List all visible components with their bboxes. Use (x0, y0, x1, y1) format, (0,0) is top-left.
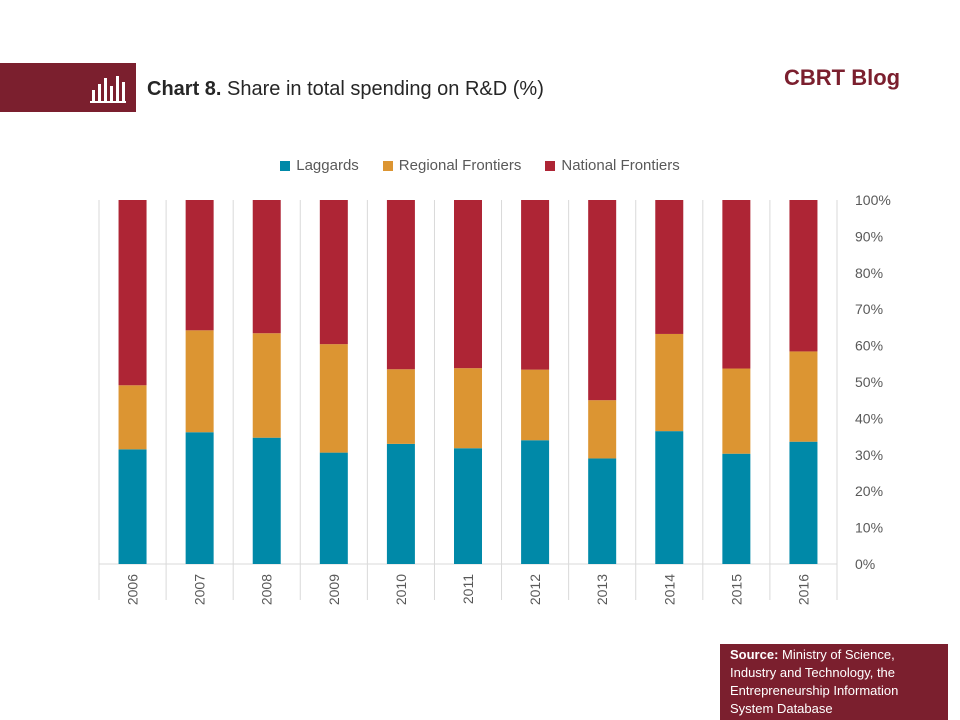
source-note: Source: Ministry of Science, Industry an… (720, 644, 948, 720)
header-bar (0, 63, 136, 112)
bar-laggards-2007 (185, 432, 214, 564)
bar-national-frontiers-2013 (588, 200, 617, 401)
y-tick-label-90: 90% (855, 228, 883, 244)
y-tick-label-0: 0% (855, 556, 875, 572)
bar-regional-frontiers-2015 (722, 368, 751, 454)
y-tick-label-20: 20% (855, 483, 883, 499)
bar-laggards-2014 (655, 431, 684, 564)
bar-regional-frontiers-2016 (789, 351, 818, 442)
bar-regional-frontiers-2006 (118, 385, 147, 450)
bar-laggards-2016 (789, 441, 818, 564)
source-text: Ministry of Science, Industry and Techno… (730, 647, 899, 716)
bar-laggards-2009 (319, 452, 348, 564)
bar-laggards-2012 (521, 440, 550, 564)
bar-national-frontiers-2014 (655, 200, 684, 334)
bar-national-frontiers-2009 (319, 200, 348, 345)
y-tick-label-70: 70% (855, 301, 883, 317)
x-tick-label-2013: 2013 (594, 574, 610, 605)
bar-national-frontiers-2007 (185, 200, 214, 331)
chart-title: Chart 8. Share in total spending on R&D … (147, 78, 544, 101)
chart-title-text: Share in total spending on R&D (%) (221, 78, 544, 100)
x-tick-label-2014: 2014 (661, 574, 677, 605)
bar-regional-frontiers-2010 (386, 369, 415, 444)
bar-regional-frontiers-2013 (588, 400, 617, 459)
y-tick-label-100: 100% (855, 192, 891, 208)
legend-swatch (382, 160, 393, 171)
bar-regional-frontiers-2007 (185, 330, 214, 433)
x-tick-label-2010: 2010 (393, 574, 409, 605)
bar-national-frontiers-2008 (252, 200, 281, 334)
bar-chart-icon (90, 76, 126, 103)
bar-laggards-2006 (118, 449, 147, 564)
bar-national-frontiers-2010 (386, 200, 415, 370)
chart-legend: Laggards Regional Frontiers National Front… (0, 157, 960, 174)
y-tick-label-30: 30% (855, 447, 883, 463)
y-tick-label-10: 10% (855, 520, 883, 536)
x-tick-label-2009: 2009 (326, 574, 342, 605)
bar-laggards-2011 (454, 448, 482, 564)
bar-laggards-2015 (722, 453, 751, 564)
bar-regional-frontiers-2008 (252, 333, 281, 438)
x-tick-label-2006: 2006 (125, 574, 141, 605)
x-tick-label-2008: 2008 (259, 574, 275, 605)
y-tick-label-80: 80% (855, 265, 883, 281)
bar-national-frontiers-2016 (789, 200, 818, 352)
x-tick-label-2012: 2012 (527, 574, 543, 605)
y-tick-label-60: 60% (855, 338, 883, 354)
legend-swatch (280, 160, 291, 171)
legend-label: Laggards (296, 157, 359, 174)
bar-regional-frontiers-2009 (319, 344, 348, 453)
y-tick-label-40: 40% (855, 410, 883, 426)
bar-national-frontiers-2011 (454, 200, 482, 369)
x-tick-label-2011: 2011 (460, 574, 476, 604)
legend-label: Regional Frontiers (398, 157, 522, 174)
legend-swatch (545, 160, 556, 171)
bar-laggards-2008 (252, 437, 281, 564)
bar-laggards-2010 (386, 443, 415, 564)
legend-item-regional-frontiers: Regional Frontiers (382, 157, 522, 174)
x-tick-label-2015: 2015 (728, 574, 744, 605)
bar-national-frontiers-2012 (521, 200, 550, 370)
blog-name: CBRT Blog (784, 65, 901, 90)
legend-label: National Frontiers (561, 157, 680, 174)
bar-laggards-2013 (588, 458, 617, 564)
chart-title-number: Chart 8. (147, 78, 222, 100)
bar-national-frontiers-2015 (722, 200, 751, 369)
source-label: Source: (730, 647, 779, 662)
bar-regional-frontiers-2011 (454, 368, 482, 449)
bar-regional-frontiers-2012 (521, 369, 550, 441)
bar-regional-frontiers-2014 (655, 333, 684, 432)
bar-national-frontiers-2006 (118, 200, 147, 386)
y-tick-label-50: 50% (855, 374, 883, 390)
x-tick-label-2007: 2007 (192, 574, 208, 605)
x-tick-label-2016: 2016 (795, 574, 811, 605)
legend-item-national-frontiers: National Frontiers (545, 157, 680, 174)
legend-item-laggards: Laggards (280, 157, 359, 174)
